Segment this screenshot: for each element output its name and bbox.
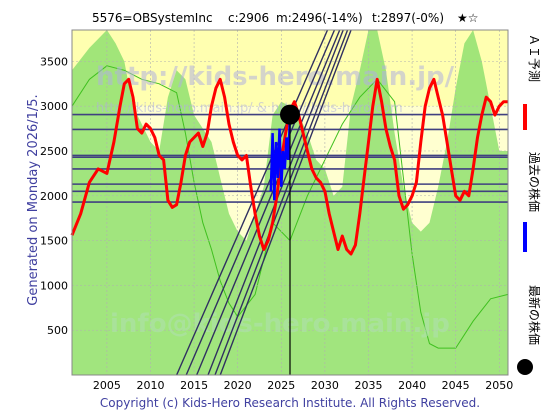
legend-past-label: 過去の株価 xyxy=(527,152,542,212)
watermark-url: http://kids-hero.main.jp/ xyxy=(96,62,455,92)
x-tick-label: 2040 xyxy=(398,379,426,392)
x-tick-label: 2010 xyxy=(136,379,164,392)
x-tick-label: 2015 xyxy=(180,379,208,392)
y-axis-ticks: 500 1000 1500 2000 2500 3000 3500 xyxy=(40,55,68,337)
legend-latest-swatch xyxy=(517,359,533,375)
target-price: t:2897(-0%) xyxy=(372,11,444,25)
trend-line xyxy=(185,29,336,376)
chart-title: 5576=OBSystemInc xyxy=(92,11,213,25)
watermark-info: info@kids-hero.main.jp xyxy=(110,309,450,339)
legend-past-swatch xyxy=(523,222,527,252)
plot-area: http://kids-hero.main.jp/ http://kids-he… xyxy=(70,29,509,376)
ai-prediction-line xyxy=(70,77,508,256)
y-tick-label: 1000 xyxy=(40,279,68,292)
legend-latest-label: 最新の株価 xyxy=(527,285,542,345)
y-tick-label: 2500 xyxy=(40,145,68,158)
y-tick-label: 3000 xyxy=(40,100,68,113)
y-tick-label: 500 xyxy=(47,324,68,337)
legend-ai-label: ＡＩ予測 xyxy=(527,34,541,82)
legend-ai-swatch xyxy=(523,104,527,130)
watermark-sub: http://kids-hero.main.jp/ & http://kids-… xyxy=(96,101,403,116)
watermarks: http://kids-hero.main.jp/ http://kids-he… xyxy=(96,62,455,339)
x-tick-label: 2025 xyxy=(267,379,295,392)
plot-border xyxy=(71,29,509,376)
x-tick-label: 2050 xyxy=(485,379,513,392)
legend: ＡＩ予測 過去の株価 最新の株価 xyxy=(517,34,542,375)
rating-stars: ★☆ xyxy=(457,11,479,25)
latest-price-dot xyxy=(280,104,300,125)
min-price: m:2496(-14%) xyxy=(276,11,363,25)
copyright-text: Copyright (c) Kids-Hero Research Institu… xyxy=(100,396,480,410)
y-tick-label: 1500 xyxy=(40,235,68,248)
close-price: c:2906 xyxy=(228,11,269,25)
trend-line xyxy=(219,29,352,376)
x-axis-ticks: 2005 2010 2015 2020 2025 2030 2035 2040 2045 2050 xyxy=(93,379,513,392)
generated-date-label: Generated on Monday 2026/1/5. xyxy=(26,94,41,305)
trend-line xyxy=(196,29,341,376)
trend-line xyxy=(214,29,349,376)
x-tick-label: 2045 xyxy=(442,379,470,392)
x-tick-label: 2030 xyxy=(311,379,339,392)
x-tick-label: 2005 xyxy=(93,379,121,392)
x-tick-label: 2035 xyxy=(354,379,382,392)
past-price-line xyxy=(269,114,292,201)
x-tick-label: 2020 xyxy=(224,379,252,392)
y-tick-label: 3500 xyxy=(40,55,68,68)
y-tick-label: 2000 xyxy=(40,190,68,203)
